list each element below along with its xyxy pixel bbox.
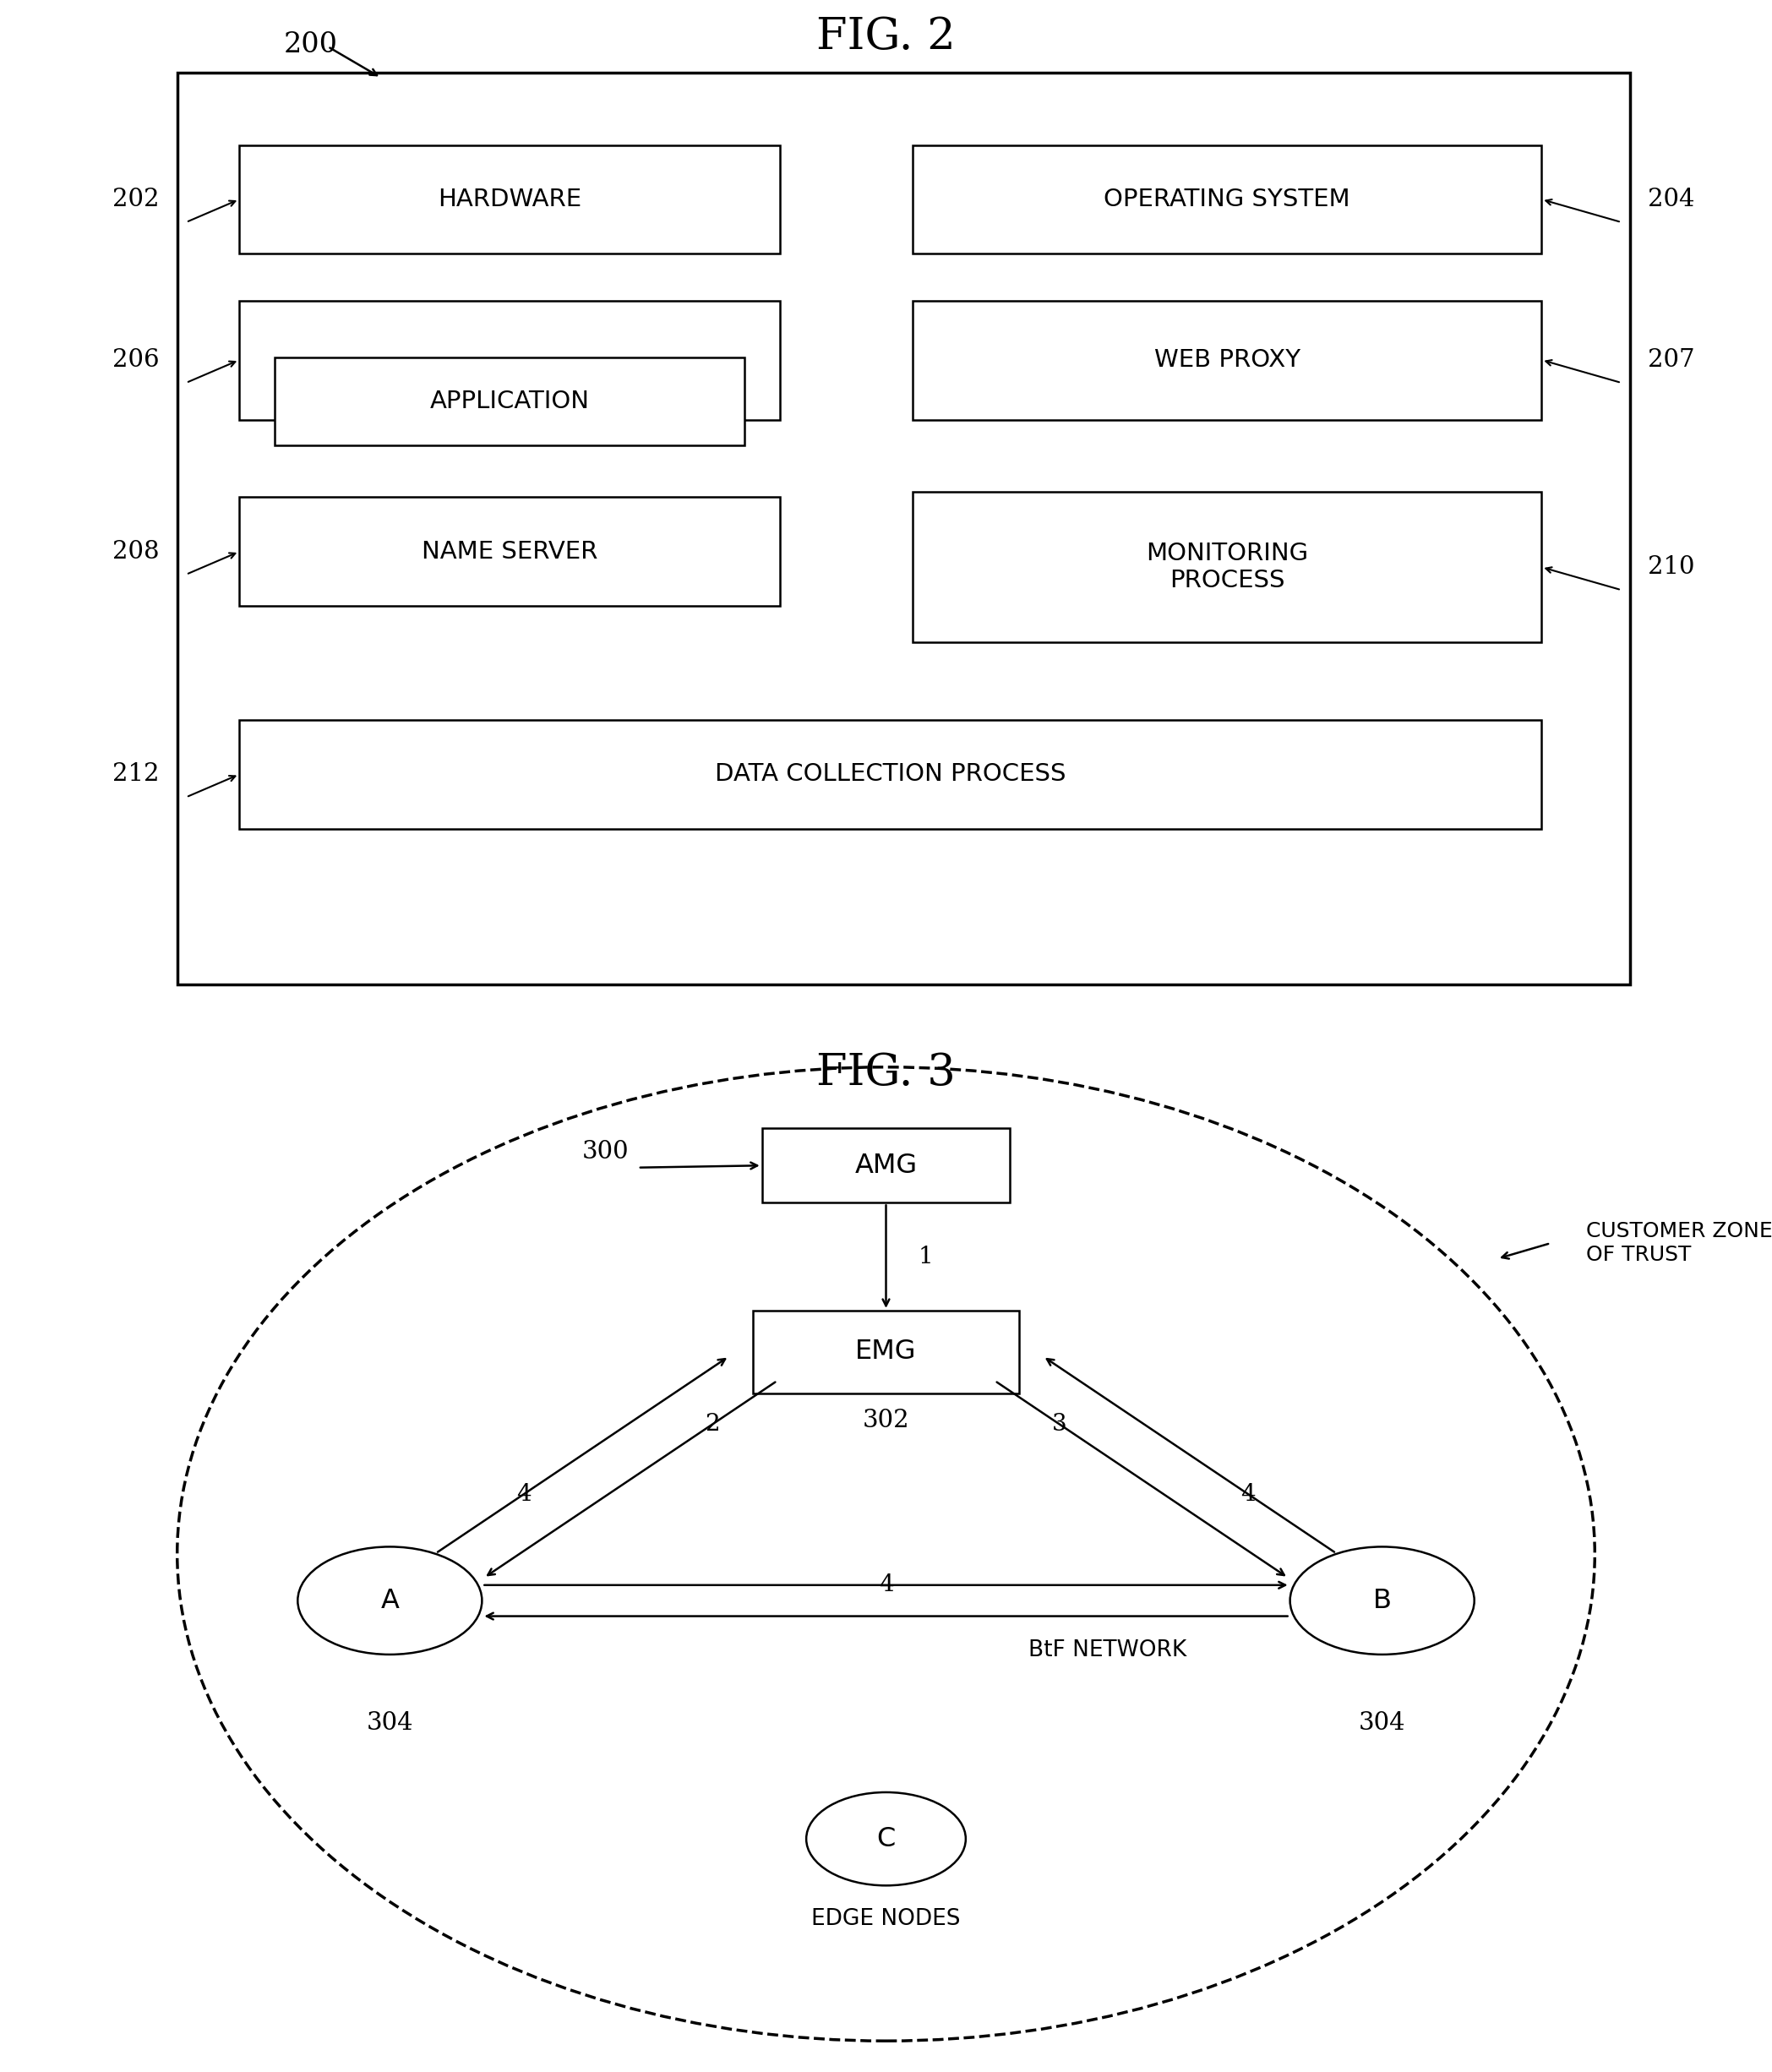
FancyBboxPatch shape — [913, 300, 1542, 419]
FancyBboxPatch shape — [239, 497, 780, 605]
FancyBboxPatch shape — [177, 73, 1630, 984]
FancyBboxPatch shape — [239, 300, 780, 419]
Text: EDGE NODES: EDGE NODES — [812, 1908, 960, 1931]
Text: APPLICATION: APPLICATION — [429, 390, 590, 412]
Text: FIG. 3: FIG. 3 — [817, 1053, 955, 1094]
Text: 300: 300 — [581, 1140, 629, 1164]
Text: WEB PROXY: WEB PROXY — [1154, 348, 1301, 371]
Text: BtF NETWORK: BtF NETWORK — [1028, 1639, 1187, 1662]
Text: 3: 3 — [1053, 1413, 1067, 1436]
Text: 4: 4 — [879, 1573, 893, 1598]
Text: 204: 204 — [1648, 189, 1694, 211]
Text: 212: 212 — [113, 762, 159, 785]
Text: B: B — [1373, 1587, 1391, 1614]
FancyBboxPatch shape — [275, 358, 744, 445]
Text: 304: 304 — [1359, 1711, 1405, 1734]
FancyBboxPatch shape — [239, 145, 780, 253]
FancyBboxPatch shape — [753, 1312, 1019, 1394]
FancyBboxPatch shape — [913, 491, 1542, 642]
FancyBboxPatch shape — [762, 1127, 1010, 1202]
Text: 4: 4 — [1240, 1484, 1256, 1506]
Text: 206: 206 — [112, 348, 159, 371]
Text: MONITORING
PROCESS: MONITORING PROCESS — [1146, 541, 1308, 593]
Text: 202: 202 — [113, 189, 159, 211]
Text: 304: 304 — [367, 1711, 413, 1734]
Text: NAME SERVER: NAME SERVER — [422, 541, 597, 564]
Text: 208: 208 — [112, 541, 159, 564]
Text: DATA COLLECTION PROCESS: DATA COLLECTION PROCESS — [714, 762, 1067, 785]
FancyBboxPatch shape — [913, 145, 1542, 253]
Text: AMG: AMG — [854, 1152, 918, 1179]
Text: C: C — [877, 1825, 895, 1852]
FancyBboxPatch shape — [239, 719, 1542, 829]
Text: A: A — [381, 1587, 399, 1614]
Text: 207: 207 — [1648, 348, 1696, 371]
Text: EMG: EMG — [856, 1339, 916, 1365]
Text: OPERATING SYSTEM: OPERATING SYSTEM — [1104, 189, 1350, 211]
Circle shape — [806, 1792, 966, 1886]
Text: 210: 210 — [1648, 555, 1694, 578]
Circle shape — [1290, 1546, 1474, 1653]
Text: 2: 2 — [705, 1413, 719, 1436]
Text: FIG. 2: FIG. 2 — [817, 17, 955, 58]
Circle shape — [298, 1546, 482, 1653]
Text: HARDWARE: HARDWARE — [438, 189, 581, 211]
Text: 200: 200 — [284, 31, 338, 58]
Text: 1: 1 — [918, 1245, 932, 1268]
Text: 4: 4 — [516, 1484, 532, 1506]
Text: 302: 302 — [863, 1409, 909, 1432]
Text: CUSTOMER ZONE
OF TRUST: CUSTOMER ZONE OF TRUST — [1586, 1220, 1772, 1266]
Ellipse shape — [177, 1067, 1595, 2041]
